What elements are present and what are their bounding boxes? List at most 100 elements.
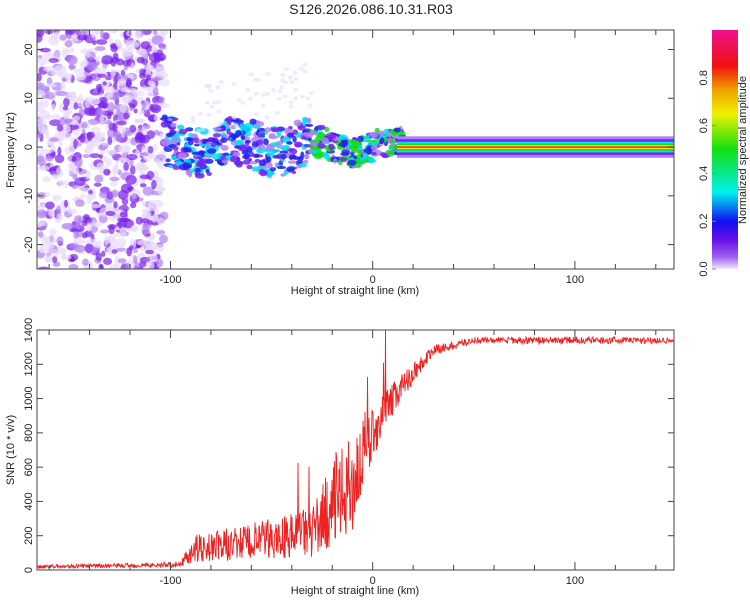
signal-blob	[231, 115, 237, 120]
noise-blob	[110, 243, 118, 252]
noise-blob	[59, 34, 67, 41]
noise-blob	[61, 222, 74, 230]
signal-blob	[212, 133, 222, 138]
y-tick-label: 10	[23, 92, 35, 104]
noise-blob	[39, 47, 51, 53]
noise-blob	[146, 130, 156, 140]
signal-blob	[363, 152, 368, 160]
signal-blob	[277, 89, 283, 94]
signal-blob	[167, 117, 173, 121]
signal-blob	[356, 160, 366, 165]
noise-blob	[52, 256, 58, 264]
noise-blob	[147, 220, 153, 225]
noise-blob	[158, 78, 170, 87]
noise-blob	[147, 199, 156, 209]
noise-blob	[140, 218, 150, 224]
signal-blob	[301, 116, 309, 124]
noise-blob	[80, 194, 87, 199]
noise-blob	[116, 42, 123, 48]
noise-blob	[59, 171, 64, 177]
signal-blob	[196, 128, 202, 133]
noise-blob	[147, 146, 154, 154]
noise-blob	[84, 243, 94, 254]
noise-blob	[107, 135, 113, 146]
noise-blob	[82, 258, 89, 266]
signal-blob	[322, 151, 329, 158]
noise-blob	[37, 57, 48, 66]
signal-blob	[288, 125, 293, 130]
noise-blob	[37, 155, 45, 163]
signal-blob	[258, 144, 266, 150]
signal-blob	[217, 121, 223, 126]
noise-blob	[117, 78, 127, 86]
noise-blob	[56, 236, 64, 245]
noise-blob	[144, 124, 151, 130]
noise-blob	[151, 35, 164, 45]
signal-blob	[289, 80, 295, 85]
signal-blob	[200, 159, 205, 166]
noise-blob	[132, 41, 140, 48]
noise-blob	[46, 92, 56, 100]
signal-blob	[368, 156, 374, 163]
noise-blob	[96, 132, 102, 139]
signal-blob	[165, 158, 171, 163]
noise-blob	[94, 174, 104, 183]
signal-blob	[266, 169, 272, 176]
noise-blob	[151, 179, 157, 190]
signal-blob	[259, 132, 266, 136]
signal-blob	[247, 96, 253, 101]
noise-blob	[77, 34, 87, 41]
noise-blob	[70, 105, 75, 110]
x-tick-label: 0	[370, 274, 376, 286]
noise-blob	[136, 56, 145, 64]
noise-blob	[69, 242, 80, 250]
noise-blob	[101, 250, 106, 257]
noise-blob	[96, 212, 101, 218]
signal-blob	[178, 128, 188, 135]
signal-blob	[215, 85, 221, 90]
signal-blob	[393, 127, 401, 133]
noise-blob	[73, 230, 79, 239]
noise-blob	[95, 39, 108, 45]
noise-blob	[64, 119, 72, 124]
noise-blob	[79, 133, 86, 143]
noise-blob	[150, 104, 162, 114]
noise-blob	[55, 90, 68, 97]
noise-blob	[59, 117, 65, 126]
signal-blob	[321, 137, 329, 144]
noise-blob	[140, 41, 151, 50]
noise-blob	[125, 262, 130, 269]
signal-blob	[185, 127, 194, 132]
noise-blob	[71, 155, 77, 162]
noise-blob	[91, 126, 101, 135]
signal-blob	[339, 134, 348, 141]
noise-blob	[48, 210, 55, 218]
noise-blob	[93, 182, 102, 187]
noise-blob	[74, 221, 82, 230]
colorbar-tick-label: 0.2	[698, 214, 710, 229]
signal-blob	[280, 153, 287, 160]
signal-blob	[170, 122, 177, 128]
noise-blob	[117, 189, 129, 200]
noise-blob	[116, 120, 127, 126]
noise-blob	[37, 204, 45, 211]
signal-blob	[302, 62, 308, 67]
signal-blob	[243, 153, 250, 160]
noise-blob	[129, 227, 139, 233]
signal-blob	[288, 100, 294, 105]
signal-blob	[208, 88, 214, 93]
signal-blob	[305, 96, 311, 101]
signal-blob	[218, 79, 224, 84]
noise-blob	[109, 263, 120, 269]
noise-blob	[95, 108, 105, 116]
snr-line	[37, 330, 674, 570]
signal-blob	[280, 72, 286, 77]
spectrogram-plot	[37, 30, 674, 269]
signal-blob	[341, 149, 351, 155]
signal-blob	[264, 91, 270, 96]
signal-blob	[264, 127, 272, 133]
noise-blob	[62, 72, 73, 80]
noise-blob	[46, 235, 56, 244]
noise-blob	[100, 30, 105, 39]
